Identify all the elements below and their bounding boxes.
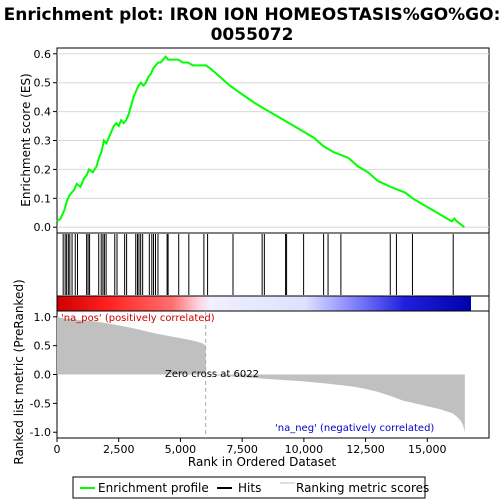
metric-x-tick-label: 15,000	[408, 443, 447, 456]
es-y-tick-label: 0.1	[34, 192, 52, 205]
es-y-axis: 0.0 0.1 0.2 0.3 0.4 0.5 0.6	[34, 48, 57, 234]
metric-y-tick-label: -1.0	[30, 426, 51, 439]
metric-x-tick-label: 5,000	[165, 443, 197, 456]
es-y-tick-label: 0.3	[34, 135, 52, 148]
ranking-metric-area	[57, 316, 465, 433]
enrichment-profile-line	[56, 55, 465, 229]
metric-x-tick-label: 10,000	[285, 443, 324, 456]
legend-label-hits: Hits	[238, 481, 261, 495]
es-y-axis-title: Enrichment score (ES)	[19, 73, 33, 206]
es-y-tick-label: 0.6	[34, 48, 52, 61]
metric-x-tick-label: 0	[54, 443, 61, 456]
positive-correlation-label: 'na_pos' (positively correlated)	[61, 313, 215, 324]
metric-x-axis-title: Rank in Ordered Dataset	[188, 455, 336, 469]
hits-panel	[56, 232, 490, 297]
metric-panel: -1.0 -0.5 0.0 0.5 1.0 0 2,500 5,000 7,500 10,000…	[12, 279, 490, 469]
negative-correlation-label: 'na_neg' (negatively correlated)	[275, 423, 434, 434]
hit-marks	[62, 234, 454, 295]
metric-x-tick-label: 12,500	[346, 443, 385, 456]
es-panel: 0.0 0.1 0.2 0.3 0.4 0.5 0.6 Enrichment score (…	[19, 47, 490, 234]
legend-label-enrichment-profile: Enrichment profile	[98, 481, 209, 495]
legend-frame	[72, 476, 426, 499]
metric-y-tick-label: 0.5	[34, 340, 52, 353]
hits-panel-frame	[56, 232, 490, 297]
metric-y-tick-label: 0.0	[34, 369, 52, 382]
metric-x-tick-label: 7,500	[226, 443, 258, 456]
metric-x-axis: 0 2,500 5,000 7,500 10,000 12,500 15,000	[54, 438, 447, 456]
es-y-tick-label: 0.5	[34, 77, 52, 90]
metric-y-axis-title: Ranked list metric (PreRanked)	[12, 279, 26, 464]
chart-title-line-2: 0055072	[211, 25, 294, 45]
legend: Enrichment profile Hits Ranking metric s…	[72, 476, 429, 499]
chart-title-line-1: Enrichment plot: IRON ION HOMEOSTASIS%GO…	[4, 5, 500, 25]
metric-x-tick-label: 2,500	[103, 443, 135, 456]
metric-y-axis: -1.0 -0.5 0.0 0.5 1.0	[30, 311, 57, 439]
rank-color-bar	[57, 296, 471, 311]
es-y-tick-label: 0.4	[34, 106, 52, 119]
metric-y-tick-label: -0.5	[30, 397, 51, 410]
legend-label-ranking-metric-scores: Ranking metric scores	[296, 481, 429, 495]
zero-cross-label: Zero cross at 6022	[165, 369, 259, 380]
es-y-tick-label: 0.2	[34, 163, 52, 176]
es-y-tick-label: 0.0	[34, 221, 52, 234]
metric-y-tick-label: 1.0	[34, 311, 52, 324]
